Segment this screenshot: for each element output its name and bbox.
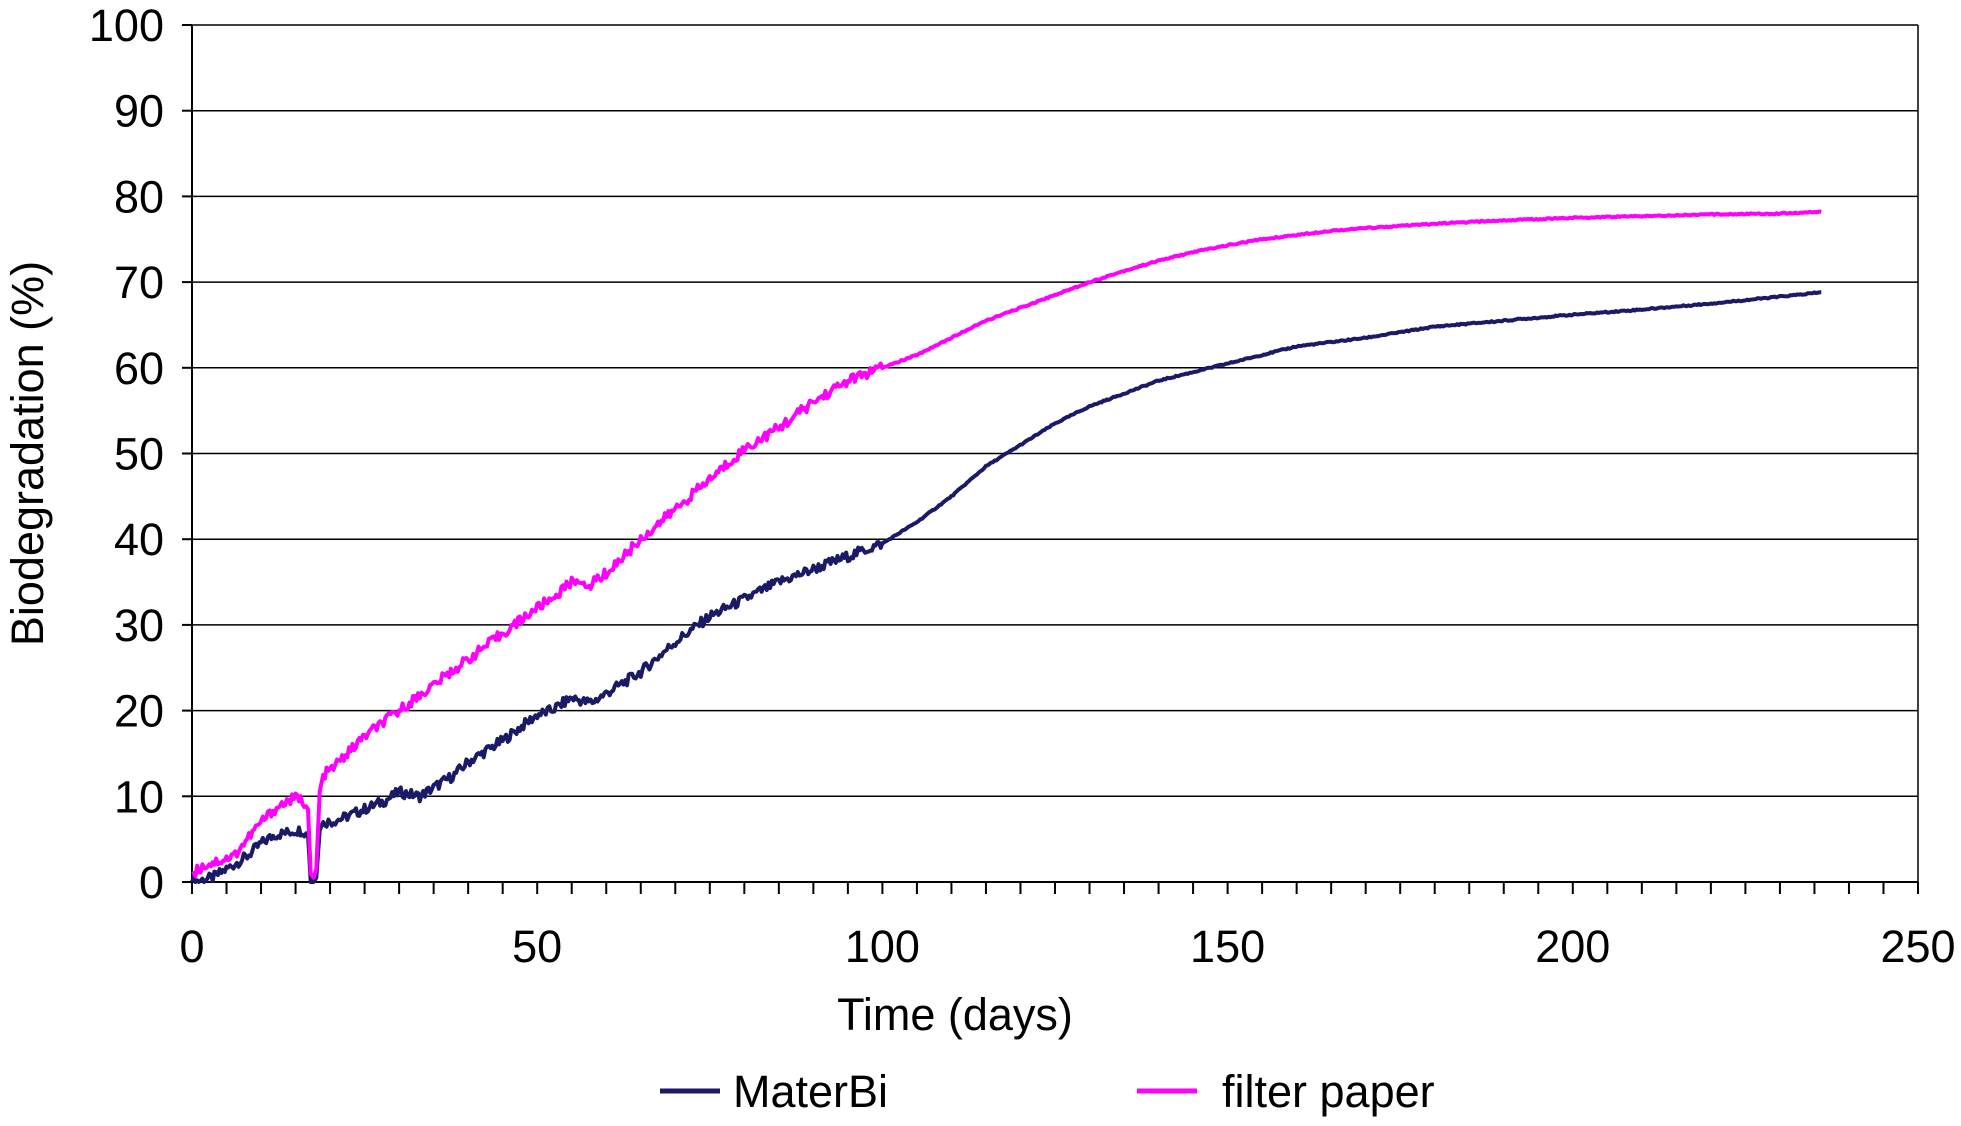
y-tick-label-10: 10 — [114, 771, 164, 822]
x-tick-label-150: 150 — [1190, 921, 1265, 972]
legend: MaterBi filter paper — [660, 1066, 1435, 1117]
y-tick-label-0: 0 — [139, 857, 164, 908]
x-tick-label-0: 0 — [179, 921, 204, 972]
y-tick-label-50: 50 — [114, 429, 164, 480]
y-tick-label-100: 100 — [89, 0, 164, 51]
gridlines — [192, 24, 1918, 798]
x-tick-label-250: 250 — [1880, 921, 1955, 972]
series-lines — [190, 209, 1822, 884]
legend-label: MaterBi — [733, 1066, 888, 1117]
y-tick-label-40: 40 — [114, 514, 164, 565]
y-tick-label-80: 80 — [114, 171, 164, 222]
legend-label: filter paper — [1222, 1066, 1435, 1117]
legend-item-filter-paper: filter paper — [1137, 1066, 1435, 1117]
y-axis-title: Biodegradation (%) — [2, 261, 53, 646]
tick-labels: 0 10 20 30 40 50 60 70 80 90 100 0 50 100 150 200 250 — [89, 0, 1956, 972]
x-tick-label-200: 200 — [1535, 921, 1610, 972]
y-tick-label-20: 20 — [114, 686, 164, 737]
y-tick-label-70: 70 — [114, 257, 164, 308]
y-tick-label-90: 90 — [114, 86, 164, 137]
x-tick-label-100: 100 — [845, 921, 920, 972]
x-tick-label-50: 50 — [512, 921, 562, 972]
x-axis-title: Time (days) — [837, 989, 1073, 1040]
series-line-materbi — [190, 290, 1822, 884]
y-tick-label-60: 60 — [114, 343, 164, 394]
series-line-filter-paper — [191, 209, 1822, 880]
y-tick-label-30: 30 — [114, 600, 164, 651]
legend-item-materbi: MaterBi — [660, 1066, 888, 1117]
